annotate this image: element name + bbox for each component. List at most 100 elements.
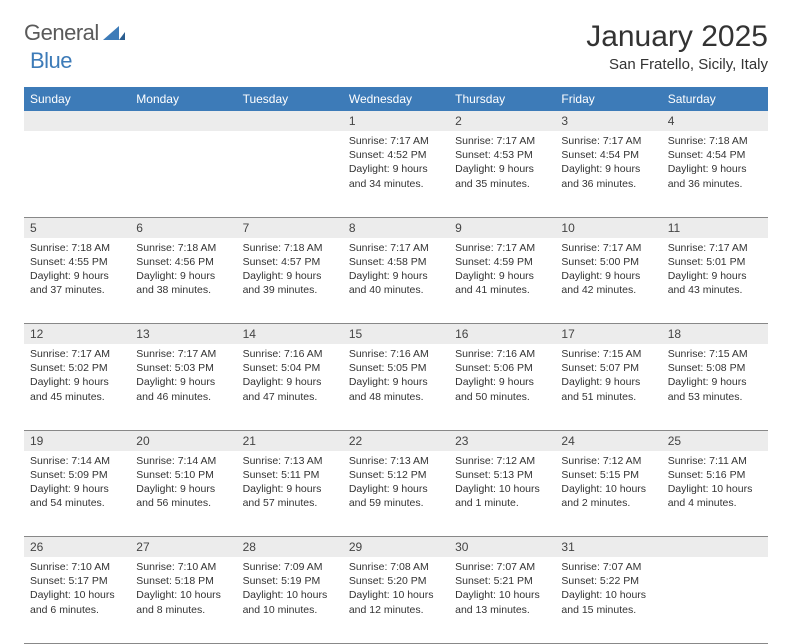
sunset-text: Sunset: 5:12 PM	[349, 468, 443, 482]
day-number: 25	[668, 434, 681, 448]
content-row: Sunrise: 7:10 AMSunset: 5:17 PMDaylight:…	[24, 557, 768, 643]
day-cell: Sunrise: 7:17 AMSunset: 5:00 PMDaylight:…	[555, 238, 661, 324]
day-number: 12	[30, 327, 43, 341]
day-details: Sunrise: 7:12 AMSunset: 5:13 PMDaylight:…	[449, 451, 555, 515]
daynum-cell: 10	[555, 217, 661, 238]
daynum-row: 262728293031	[24, 537, 768, 558]
day-cell: Sunrise: 7:09 AMSunset: 5:19 PMDaylight:…	[237, 557, 343, 643]
brand-part2-wrap: Blue	[30, 48, 72, 74]
dayhdr-1: Monday	[130, 87, 236, 111]
daynum-cell: 1	[343, 111, 449, 131]
dayhdr-3: Wednesday	[343, 87, 449, 111]
sunset-text: Sunset: 5:17 PM	[30, 574, 124, 588]
sunrise-text: Sunrise: 7:18 AM	[30, 241, 124, 255]
day-number: 3	[561, 114, 568, 128]
daylight-text: and 8 minutes.	[136, 603, 230, 617]
daylight-text: Daylight: 9 hours	[30, 269, 124, 283]
sunrise-text: Sunrise: 7:13 AM	[349, 454, 443, 468]
sunrise-text: Sunrise: 7:14 AM	[30, 454, 124, 468]
daynum-cell: 24	[555, 430, 661, 451]
day-details: Sunrise: 7:11 AMSunset: 5:16 PMDaylight:…	[662, 451, 768, 515]
daynum-cell: 5	[24, 217, 130, 238]
day-cell	[130, 131, 236, 217]
day-details: Sunrise: 7:07 AMSunset: 5:22 PMDaylight:…	[555, 557, 661, 621]
day-number: 14	[243, 327, 256, 341]
daynum-cell: 31	[555, 537, 661, 558]
sunset-text: Sunset: 5:21 PM	[455, 574, 549, 588]
daylight-text: and 36 minutes.	[668, 177, 762, 191]
day-number: 31	[561, 540, 574, 554]
day-cell: Sunrise: 7:14 AMSunset: 5:10 PMDaylight:…	[130, 451, 236, 537]
sunset-text: Sunset: 4:54 PM	[561, 148, 655, 162]
day-number: 8	[349, 221, 356, 235]
day-number: 16	[455, 327, 468, 341]
day-details: Sunrise: 7:10 AMSunset: 5:17 PMDaylight:…	[24, 557, 130, 621]
day-number: 26	[30, 540, 43, 554]
daylight-text: Daylight: 10 hours	[668, 482, 762, 496]
sunrise-text: Sunrise: 7:08 AM	[349, 560, 443, 574]
daynum-cell: 13	[130, 324, 236, 345]
day-cell: Sunrise: 7:15 AMSunset: 5:08 PMDaylight:…	[662, 344, 768, 430]
sunrise-text: Sunrise: 7:11 AM	[668, 454, 762, 468]
sunrise-text: Sunrise: 7:17 AM	[30, 347, 124, 361]
day-cell: Sunrise: 7:15 AMSunset: 5:07 PMDaylight:…	[555, 344, 661, 430]
day-number: 2	[455, 114, 462, 128]
day-details: Sunrise: 7:18 AMSunset: 4:57 PMDaylight:…	[237, 238, 343, 302]
dayhdr-5: Friday	[555, 87, 661, 111]
daylight-text: Daylight: 9 hours	[349, 162, 443, 176]
day-details: Sunrise: 7:17 AMSunset: 5:02 PMDaylight:…	[24, 344, 130, 408]
daylight-text: Daylight: 10 hours	[455, 482, 549, 496]
sunrise-text: Sunrise: 7:07 AM	[561, 560, 655, 574]
day-details: Sunrise: 7:10 AMSunset: 5:18 PMDaylight:…	[130, 557, 236, 621]
day-cell: Sunrise: 7:17 AMSunset: 4:54 PMDaylight:…	[555, 131, 661, 217]
daylight-text: Daylight: 9 hours	[243, 375, 337, 389]
content-row: Sunrise: 7:17 AMSunset: 4:52 PMDaylight:…	[24, 131, 768, 217]
daylight-text: and 13 minutes.	[455, 603, 549, 617]
daynum-cell: 16	[449, 324, 555, 345]
sunrise-text: Sunrise: 7:15 AM	[561, 347, 655, 361]
day-details: Sunrise: 7:14 AMSunset: 5:09 PMDaylight:…	[24, 451, 130, 515]
daylight-text: and 46 minutes.	[136, 390, 230, 404]
daynum-cell	[237, 111, 343, 131]
day-cell: Sunrise: 7:18 AMSunset: 4:57 PMDaylight:…	[237, 238, 343, 324]
daylight-text: and 40 minutes.	[349, 283, 443, 297]
day-cell	[24, 131, 130, 217]
day-details: Sunrise: 7:12 AMSunset: 5:15 PMDaylight:…	[555, 451, 661, 515]
daylight-text: and 57 minutes.	[243, 496, 337, 510]
daynum-cell: 12	[24, 324, 130, 345]
day-cell: Sunrise: 7:18 AMSunset: 4:55 PMDaylight:…	[24, 238, 130, 324]
daylight-text: and 39 minutes.	[243, 283, 337, 297]
day-header-row: Sunday Monday Tuesday Wednesday Thursday…	[24, 87, 768, 111]
daylight-text: and 37 minutes.	[30, 283, 124, 297]
day-details: Sunrise: 7:16 AMSunset: 5:05 PMDaylight:…	[343, 344, 449, 408]
daylight-text: and 35 minutes.	[455, 177, 549, 191]
sunrise-text: Sunrise: 7:12 AM	[561, 454, 655, 468]
sunset-text: Sunset: 5:16 PM	[668, 468, 762, 482]
sunset-text: Sunset: 5:01 PM	[668, 255, 762, 269]
sunrise-text: Sunrise: 7:17 AM	[136, 347, 230, 361]
day-number: 13	[136, 327, 149, 341]
sunrise-text: Sunrise: 7:16 AM	[455, 347, 549, 361]
day-details: Sunrise: 7:16 AMSunset: 5:04 PMDaylight:…	[237, 344, 343, 408]
sunset-text: Sunset: 5:03 PM	[136, 361, 230, 375]
day-details: Sunrise: 7:17 AMSunset: 5:01 PMDaylight:…	[662, 238, 768, 302]
day-cell: Sunrise: 7:13 AMSunset: 5:11 PMDaylight:…	[237, 451, 343, 537]
daynum-row: 1234	[24, 111, 768, 131]
day-cell: Sunrise: 7:14 AMSunset: 5:09 PMDaylight:…	[24, 451, 130, 537]
day-number: 21	[243, 434, 256, 448]
day-details: Sunrise: 7:17 AMSunset: 4:52 PMDaylight:…	[343, 131, 449, 195]
day-cell: Sunrise: 7:17 AMSunset: 5:01 PMDaylight:…	[662, 238, 768, 324]
day-number: 30	[455, 540, 468, 554]
sunset-text: Sunset: 5:09 PM	[30, 468, 124, 482]
dayhdr-4: Thursday	[449, 87, 555, 111]
daynum-cell: 23	[449, 430, 555, 451]
daynum-cell	[130, 111, 236, 131]
sunrise-text: Sunrise: 7:17 AM	[455, 241, 549, 255]
daynum-cell: 26	[24, 537, 130, 558]
day-details: Sunrise: 7:13 AMSunset: 5:12 PMDaylight:…	[343, 451, 449, 515]
daylight-text: Daylight: 9 hours	[455, 162, 549, 176]
daynum-cell: 7	[237, 217, 343, 238]
daynum-cell	[24, 111, 130, 131]
day-number: 11	[668, 221, 680, 235]
day-number: 18	[668, 327, 681, 341]
